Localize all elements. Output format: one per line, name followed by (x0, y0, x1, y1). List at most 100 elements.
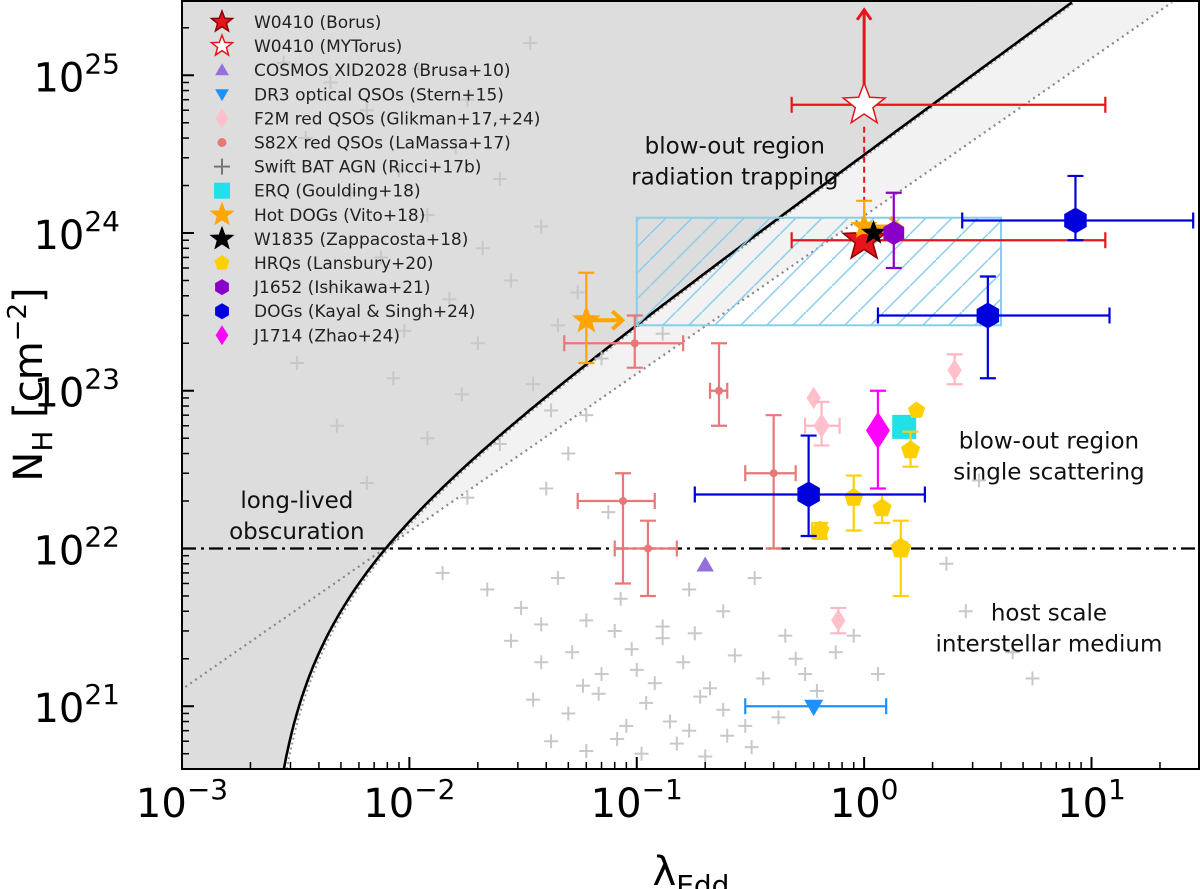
annot-blowout-trapping-line-1: radiation trapping (631, 164, 838, 190)
annot-long-lived: long-lived obscuration (229, 488, 364, 545)
swift-bat-agn-ricci-17b-point-77 (788, 651, 803, 666)
swift-bat-agn-ricci-17b-point-80 (655, 631, 670, 646)
legend-label: DOGs (Kayal & Singh+24) (254, 302, 475, 322)
x-tick-label: 100 (830, 773, 899, 827)
hrqs-lansbury-20-point-3 (890, 537, 912, 558)
swift-bat-agn-ricci-17b-point-0 (276, 55, 291, 70)
legend-marker (214, 255, 230, 270)
legend-label: F2M red QSOs (Glikman+17,+24) (254, 109, 540, 129)
y-tick-base: 10 (33, 371, 84, 417)
legend-label: HRQs (Lansbury+20) (254, 254, 434, 274)
swift-bat-agn-ricci-17b-point-30 (492, 436, 507, 451)
swift-bat-agn-ricci-17b-point-20 (470, 336, 485, 351)
x-tick-base: 10 (591, 781, 642, 827)
legend-item-f2m-red-qsos-glikman-17-24: F2M red QSOs (Glikman+17,+24) (215, 108, 540, 129)
swift-bat-agn-ricci-17b-point-21 (550, 318, 565, 333)
swift-bat-agn-ricci-17b-point-59 (619, 718, 634, 733)
long-lived-obscuration-region (182, 0, 1072, 769)
hrqs-lansbury-20-point-1 (844, 487, 864, 506)
swift-bat-agn-ricci-17b-point-65 (579, 744, 594, 759)
s82x-red-qsos-lamassa-17-point-0 (630, 339, 639, 348)
swift-bat-agn-ricci-17b-point-84 (534, 617, 549, 632)
swift-bat-agn-ricci-17b-point-78 (756, 671, 771, 686)
legend-item-swift-bat-agn-ricci-17b: Swift BAT AGN (Ricci+17b) (214, 158, 481, 178)
annot-long-lived-line-0: long-lived (240, 488, 353, 514)
swift-bat-agn-ricci-17b-point-86 (687, 626, 702, 641)
y-tick-base: 10 (33, 55, 84, 101)
swift-bat-agn-ricci-17b-point-8 (448, 140, 463, 155)
series-j1714-zhao-24 (865, 389, 890, 490)
legend-item-w1835-zappacosta-18: W1835 (Zappacosta+18) (209, 225, 468, 250)
legend-marker (215, 108, 229, 129)
legend-marker (209, 32, 235, 57)
region-annotations: blow-out region radiation trapping blow-ou… (229, 133, 1162, 657)
annot-blowout-single: blow-out region single scattering (953, 429, 1144, 486)
swift-bat-agn-ricci-17b-point-72 (798, 667, 813, 682)
legend-label: W1835 (Zappacosta+18) (254, 230, 468, 250)
y-axis-label-units-sup: −2 (3, 303, 33, 341)
swift-bat-agn-ricci-17b-point-26 (526, 377, 541, 392)
swift-bat-agn-ricci-17b-point-27 (579, 408, 594, 423)
swift-bat-agn-ricci-17b-point-70 (744, 740, 759, 755)
legend-marker (214, 158, 230, 175)
y-tick-exp: 21 (84, 678, 120, 711)
swift-bat-agn-ricci-17b-point-4 (460, 92, 475, 107)
s82x-red-qsos-lamassa-17-point-3 (643, 544, 652, 553)
x-tick-exp: 0 (881, 773, 899, 806)
series-j1652-ishikawa-21 (883, 191, 905, 270)
legend-label: Hot DOGs (Vito+18) (254, 206, 425, 226)
swift-bat-agn-ricci-17b-point-32 (359, 476, 374, 491)
f2m-red-qsos-glikman-17-24-point-0 (806, 386, 821, 410)
swift-bat-agn-ricci-17b-point-63 (720, 728, 735, 743)
swift-bat-agn-ricci-17b-point-71 (771, 710, 786, 725)
legend-label: W0410 (Borus) (254, 13, 381, 33)
legend-marker (209, 8, 235, 33)
swift-bat-agn-ricci-17b-point-82 (575, 678, 590, 693)
y-tick-exp: 23 (84, 363, 120, 396)
legend-item-s82x-red-qsos-lamassa-17: S82X red QSOs (LaMassa+17) (217, 134, 511, 154)
swift-bat-agn-ricci-17b-point-61 (662, 714, 677, 729)
y-axis-label-main: N (6, 452, 52, 482)
legend-item-w0410-mytorus: W0410 (MYTorus) (209, 32, 402, 57)
swift-bat-agn-ricci-17b-point-31 (561, 446, 576, 461)
swift-bat-agn-ricci-17b-point-36 (435, 565, 450, 580)
hrqs-lansbury-20-point-0 (810, 520, 830, 539)
x-tick-exp: 1 (1108, 773, 1126, 806)
swift-bat-agn-ricci-17b-point-87 (682, 723, 697, 738)
swift-bat-agn-ricci-17b-point-25 (454, 387, 469, 402)
legend-item-hot-dogs-vito-18: Hot DOGs (Vito+18) (209, 201, 425, 226)
legend-label: S82X red QSOs (LaMassa+17) (254, 134, 511, 154)
swift-bat-agn-ricci-17b-point-5 (523, 36, 538, 51)
swift-bat-agn-ricci-17b-point-75 (846, 628, 861, 643)
swift-bat-agn-ricci-17b-point-56 (526, 692, 541, 707)
s82x-red-qsos-lamassa-17-point-4 (769, 469, 778, 478)
x-tick-base: 10 (136, 781, 187, 827)
swift-bat-agn-ricci-17b-point-50 (594, 667, 609, 682)
dr3-optical-qsos-stern-15-point-0 (804, 699, 824, 717)
x-tick-exp: −1 (642, 773, 683, 806)
annot-blowout-trapping: blow-out region radiation trapping (631, 133, 838, 190)
swift-bat-agn-ricci-17b-point-55 (727, 648, 742, 663)
swift-bat-agn-ricci-17b-point-41 (613, 591, 628, 606)
s82x-red-qsos-lamassa-17-point-2 (619, 497, 628, 506)
w0410-mytorus-point-0 (841, 80, 888, 125)
swift-bat-agn-ricci-17b-point-91 (958, 604, 973, 619)
axes-frame (181, 0, 1200, 770)
swift-bat-agn-ricci-17b-point-28 (329, 418, 344, 433)
series-cosmos-xid2028-brusa-10 (696, 556, 714, 572)
swift-bat-agn-ricci-17b-point-85 (629, 662, 644, 677)
annot-host-scale-line-1: interstellar medium (936, 631, 1163, 657)
swift-bat-agn-ricci-17b-point-38 (514, 600, 529, 615)
legend-item-dr3-optical-qsos-stern-15: DR3 optical QSOs (Stern+15) (215, 85, 504, 105)
y-tick-label: 1023 (33, 363, 120, 417)
hrqs-lansbury-20-point-2 (872, 498, 892, 517)
swift-bat-agn-ricci-17b-point-74 (809, 683, 824, 698)
dogs-kayal-singh-24-point-0 (1064, 207, 1087, 234)
data-points (563, 7, 1195, 717)
y-tick-label: 1021 (33, 678, 120, 732)
swift-bat-agn-ricci-17b-point-46 (778, 628, 793, 643)
series-w1835-zappacosta-18 (861, 219, 887, 244)
